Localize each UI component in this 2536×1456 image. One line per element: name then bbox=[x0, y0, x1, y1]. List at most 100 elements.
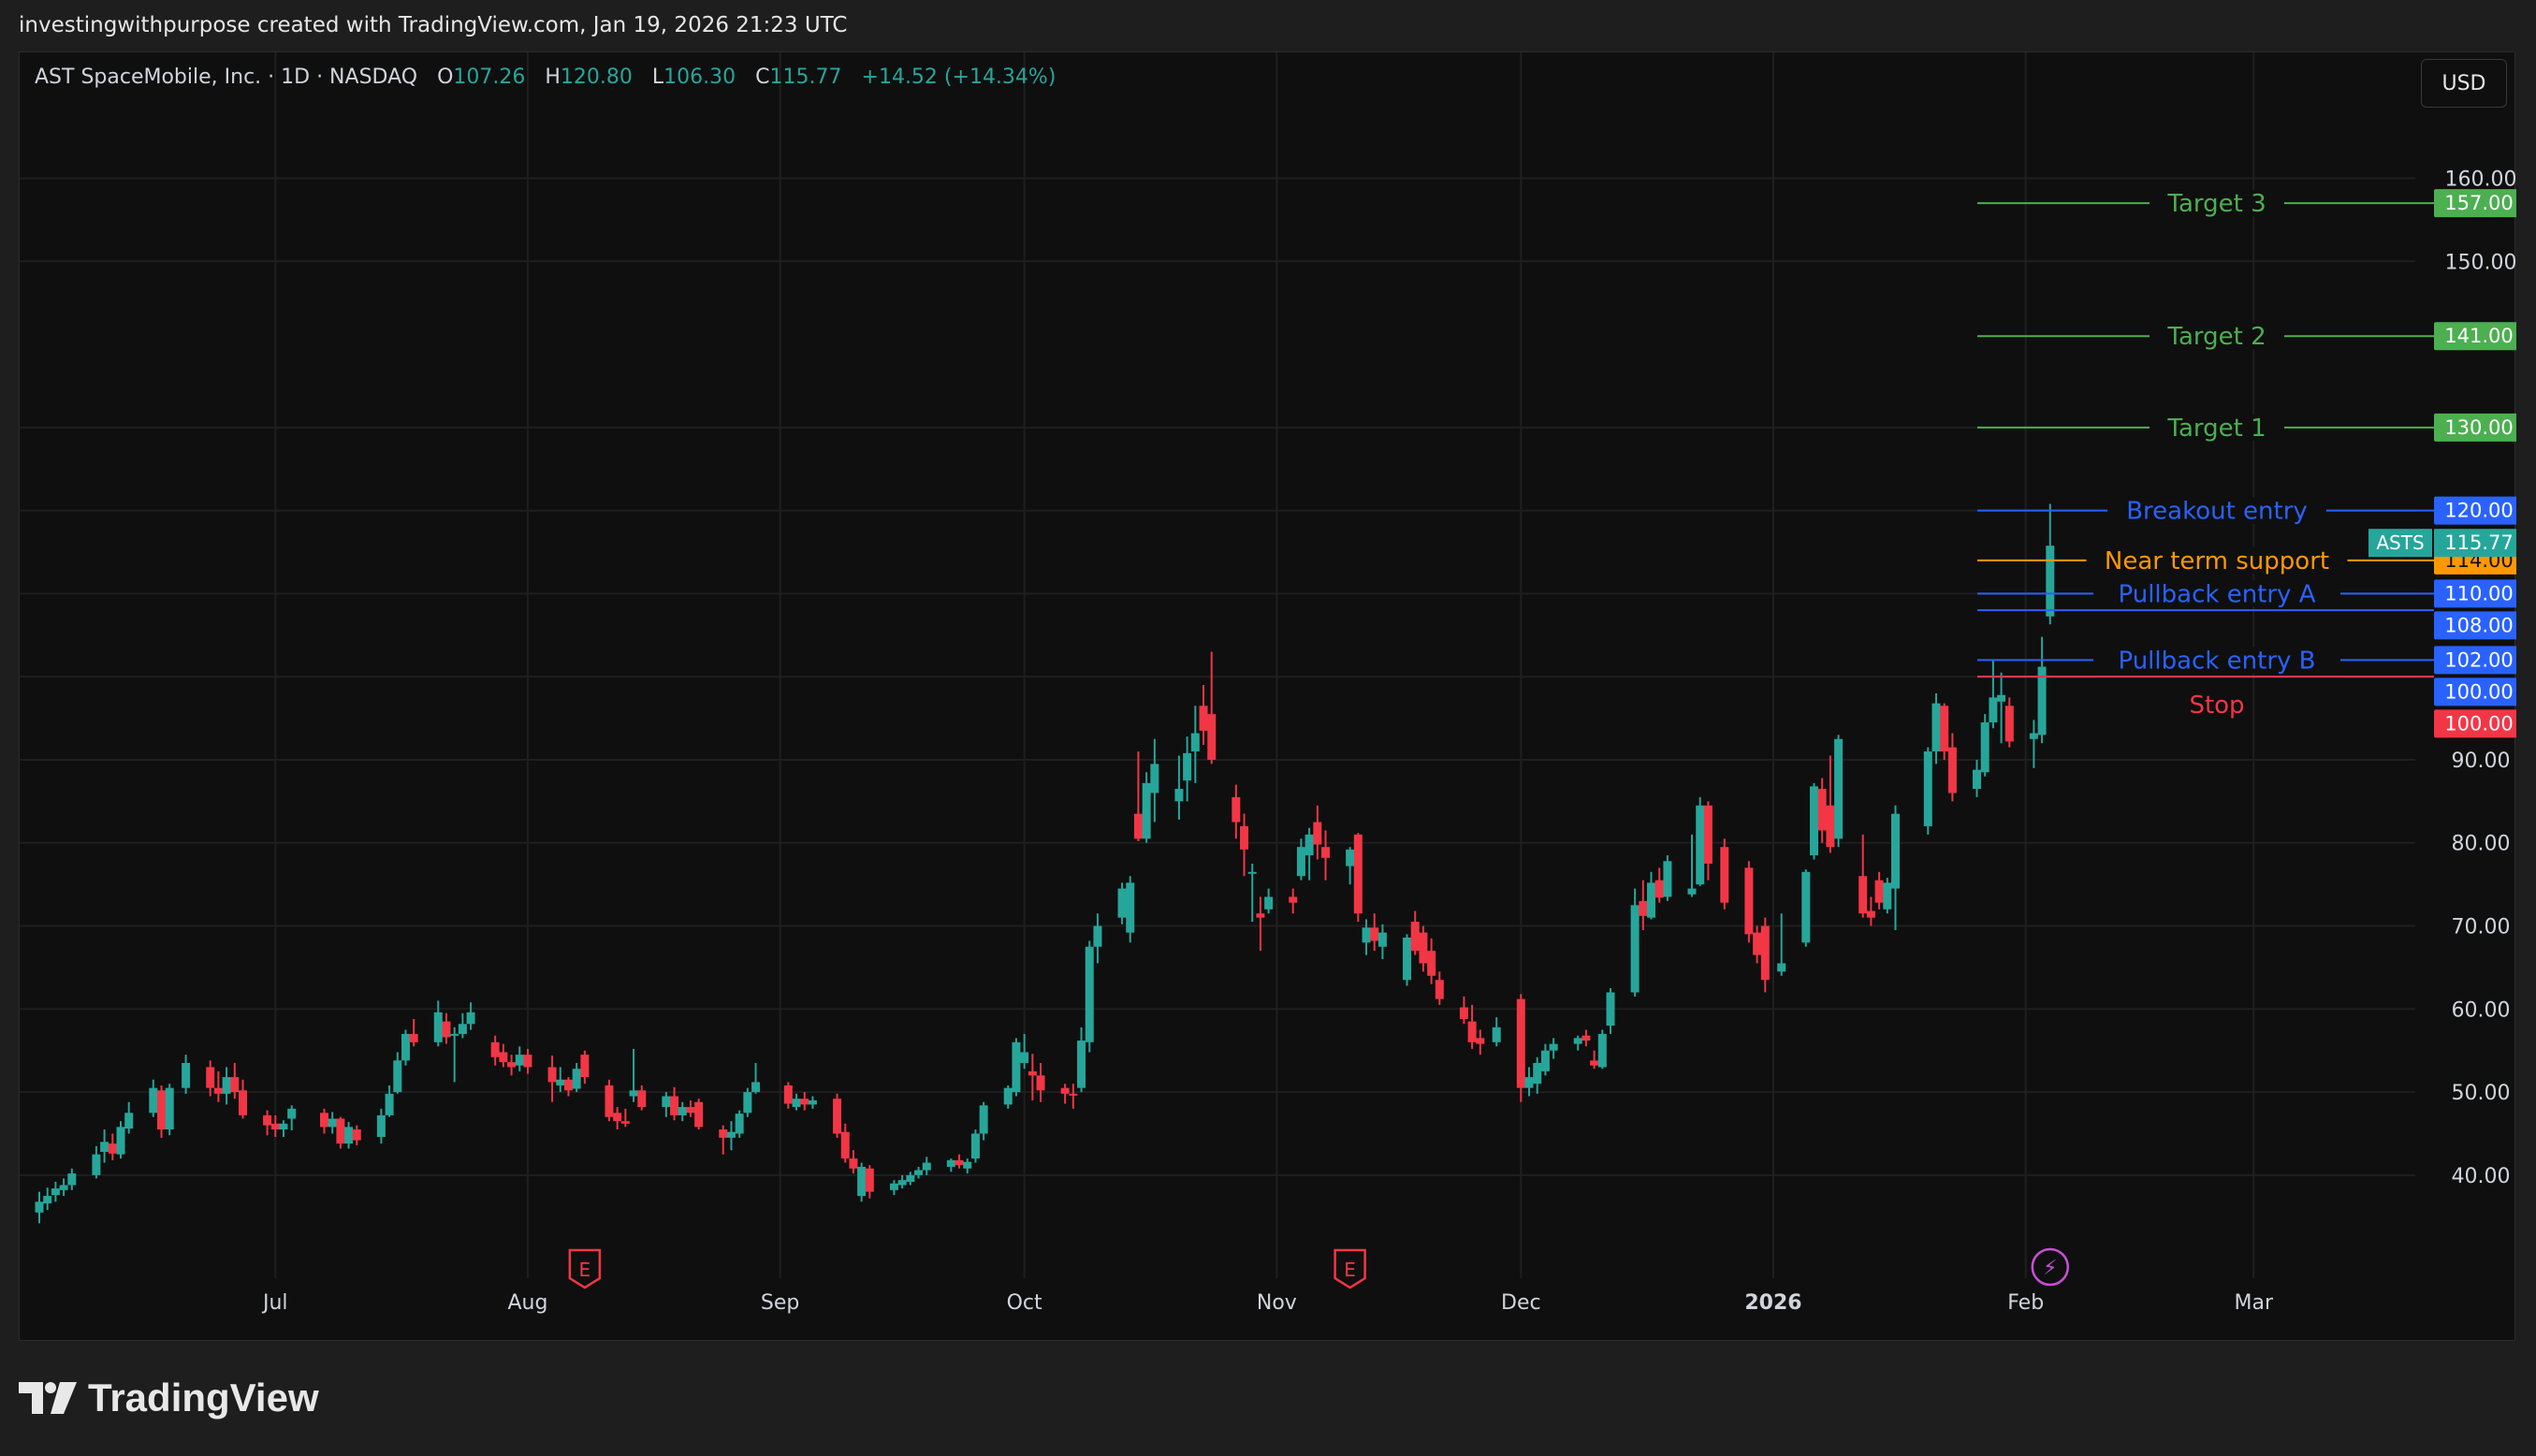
candle-body bbox=[840, 1131, 850, 1159]
candle-body bbox=[743, 1092, 752, 1114]
candle-body bbox=[662, 1096, 671, 1108]
candle-body bbox=[499, 1052, 508, 1063]
level-label-background bbox=[2107, 497, 2326, 524]
candle-body bbox=[1809, 786, 1818, 856]
candle-body bbox=[556, 1079, 565, 1085]
candle-body bbox=[1142, 782, 1151, 839]
price-level-badge bbox=[2434, 579, 2516, 608]
change-value: +14.52 (+14.34%) bbox=[861, 66, 1057, 89]
level-label: Target 2 bbox=[2166, 323, 2266, 351]
candle-body bbox=[92, 1154, 101, 1175]
candle-body bbox=[124, 1113, 134, 1129]
candle-body bbox=[857, 1166, 867, 1197]
candle-body bbox=[401, 1033, 410, 1061]
candle-body bbox=[1296, 847, 1305, 877]
candle-body bbox=[1801, 871, 1811, 943]
candle-body bbox=[1069, 1093, 1078, 1096]
level-label-background bbox=[2150, 323, 2284, 350]
price-level-badge bbox=[2434, 611, 2516, 640]
candle-body bbox=[336, 1118, 345, 1144]
candle-body bbox=[792, 1099, 801, 1108]
level-label: Target 1 bbox=[2166, 415, 2266, 443]
candle-body bbox=[629, 1090, 638, 1097]
last-price-badge bbox=[2434, 529, 2516, 558]
candle-body bbox=[1516, 998, 1525, 1088]
tradingview-logo[interactable]: TradingView bbox=[19, 1376, 319, 1420]
candle-body bbox=[922, 1162, 931, 1171]
last-price-badge-text: 115.77 bbox=[2444, 531, 2513, 554]
candle-body bbox=[637, 1090, 647, 1108]
time-tick-label: Nov bbox=[1257, 1291, 1297, 1315]
candle-body bbox=[613, 1113, 622, 1122]
candle-body bbox=[1687, 888, 1697, 895]
price-level-badge bbox=[2434, 496, 2516, 525]
candle-body bbox=[1012, 1041, 1021, 1093]
price-level-badge-text: 141.00 bbox=[2444, 325, 2513, 347]
candle-body bbox=[1174, 789, 1184, 802]
candle-body bbox=[279, 1123, 288, 1130]
candle-body bbox=[1597, 1033, 1607, 1068]
candle-body bbox=[1060, 1087, 1070, 1094]
candle-body bbox=[2004, 706, 2014, 742]
candle-body bbox=[906, 1174, 915, 1182]
candle-body bbox=[1492, 1026, 1501, 1042]
candle-body bbox=[2046, 546, 2055, 617]
candle-body bbox=[1003, 1087, 1013, 1105]
candle-body bbox=[1777, 963, 1786, 972]
candle-body bbox=[67, 1173, 77, 1186]
candle-body bbox=[165, 1087, 174, 1130]
price-tick-label: 70.00 bbox=[2452, 916, 2511, 939]
dividend-event-label: ⚡ bbox=[2043, 1257, 2057, 1280]
candle-body bbox=[213, 1087, 223, 1094]
price-tick-label: 60.00 bbox=[2452, 998, 2511, 1022]
candle-body bbox=[409, 1033, 418, 1042]
price-tick-label: 150.00 bbox=[2445, 251, 2516, 274]
candle-body bbox=[385, 1093, 394, 1115]
candle-body bbox=[1760, 925, 1770, 981]
candle-body bbox=[849, 1158, 858, 1169]
price-tick-label: 160.00 bbox=[2445, 168, 2516, 192]
chart-panel[interactable]: 40.00 50.00 60.00 70.00 80.00 90.00 150.00 160.… bbox=[19, 51, 2516, 1342]
low-value: 106.30 bbox=[663, 66, 736, 89]
candle-body bbox=[393, 1060, 402, 1093]
candle-body bbox=[914, 1170, 924, 1175]
level-label: Target 3 bbox=[2166, 190, 2266, 218]
candle-body bbox=[833, 1099, 842, 1134]
candle-body bbox=[490, 1041, 500, 1057]
price-level-badge-text: 108.00 bbox=[2444, 614, 2513, 636]
candle-body bbox=[1377, 932, 1387, 947]
candle-body bbox=[1826, 805, 1835, 848]
candle-body bbox=[1817, 789, 1827, 831]
candle-body bbox=[686, 1107, 695, 1114]
price-level-badge bbox=[2434, 677, 2516, 706]
price-chart[interactable]: 40.00 50.00 60.00 70.00 80.00 90.00 150.00 160.… bbox=[20, 52, 2516, 1342]
candle-body bbox=[352, 1129, 361, 1141]
price-level-badge-text: 110.00 bbox=[2444, 582, 2513, 604]
candle-body bbox=[670, 1096, 679, 1115]
candle-body bbox=[1524, 1077, 1534, 1088]
candle-body bbox=[1890, 813, 1900, 889]
low-label: L bbox=[651, 66, 664, 89]
candle-body bbox=[100, 1142, 109, 1152]
candle-body bbox=[897, 1180, 907, 1186]
candle-body bbox=[865, 1168, 874, 1192]
candle-body bbox=[955, 1159, 964, 1166]
candle-body bbox=[1199, 706, 1208, 731]
candle-body bbox=[458, 1024, 467, 1034]
candle-body bbox=[1036, 1075, 1045, 1091]
candle-body bbox=[149, 1087, 158, 1114]
candle-body bbox=[1989, 697, 1998, 723]
earnings-event-marker bbox=[1334, 1248, 1366, 1289]
candle-body bbox=[1467, 1021, 1477, 1042]
time-tick-label: Sep bbox=[761, 1291, 799, 1315]
candle-body bbox=[1923, 751, 1932, 826]
candle-body bbox=[442, 1021, 451, 1038]
candle-body bbox=[572, 1069, 581, 1089]
open-label: O bbox=[437, 66, 454, 89]
chart-attribution: investingwithpurpose created with Tradin… bbox=[19, 13, 848, 37]
candle-body bbox=[1606, 992, 1615, 1026]
currency-button[interactable]: USD bbox=[2421, 59, 2507, 108]
candle-body bbox=[719, 1129, 728, 1138]
candle-body bbox=[1931, 703, 1941, 752]
candle-body bbox=[1663, 861, 1672, 897]
